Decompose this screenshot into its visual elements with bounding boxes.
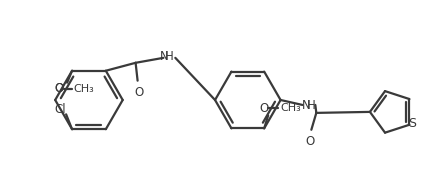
Text: CH₃: CH₃: [73, 84, 94, 94]
Text: Cl: Cl: [54, 103, 66, 116]
Text: O: O: [54, 82, 63, 95]
Text: N: N: [302, 99, 311, 113]
Text: O: O: [134, 86, 143, 99]
Text: H: H: [307, 99, 316, 113]
Text: O: O: [259, 102, 268, 115]
Text: H: H: [165, 50, 174, 63]
Text: O: O: [54, 82, 63, 95]
Text: S: S: [408, 117, 416, 130]
Text: CH₃: CH₃: [280, 104, 301, 113]
Text: O: O: [306, 135, 315, 148]
Text: N: N: [160, 50, 169, 63]
